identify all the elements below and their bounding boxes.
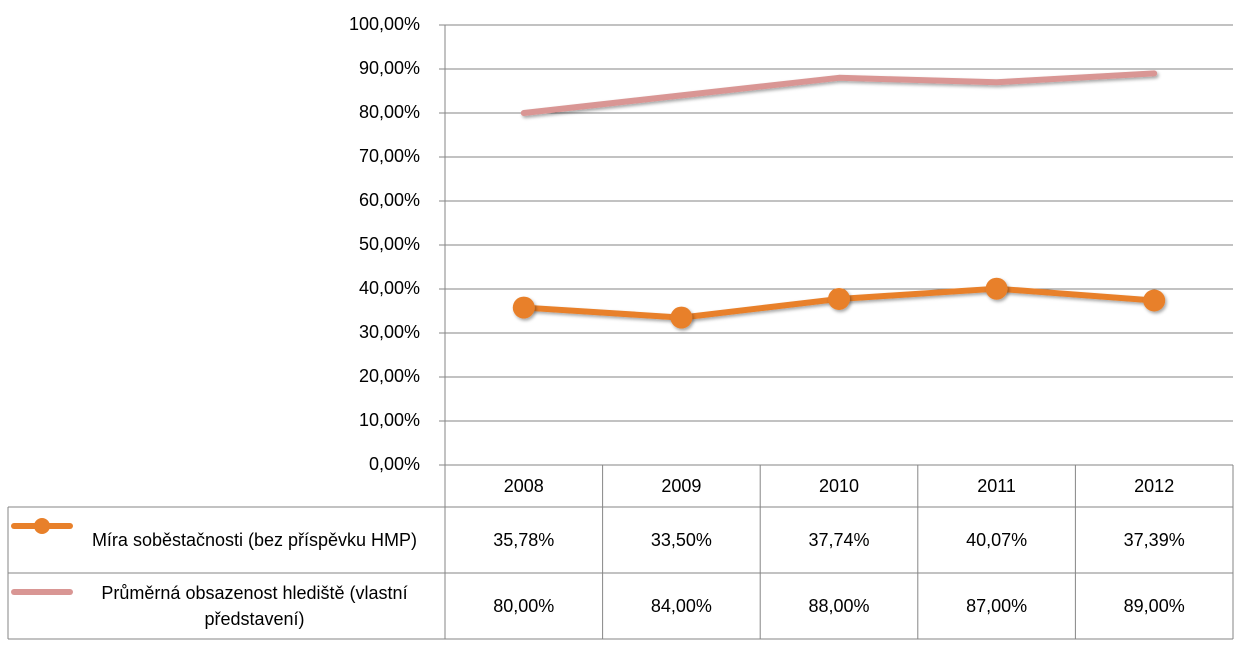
data-label: 37,74% [808,530,870,550]
y-tick-label: 40,00% [359,278,420,298]
data-label: 37,39% [1123,530,1185,550]
y-tick-label: 30,00% [359,322,420,342]
data-label: 88,00% [808,596,870,616]
data-label: 84,00% [650,596,712,616]
series-line [520,70,1158,116]
y-tick-label: 10,00% [359,410,420,430]
y-tick-label: 100,00% [349,14,420,34]
legend-label: Míra soběstačnosti (bez příspěvku HMP) [91,530,418,550]
y-tick-label: 70,00% [359,146,420,166]
x-tick-label: 2008 [503,476,544,496]
data-label: 80,00% [493,596,555,616]
data-label: 33,50% [650,530,712,550]
data-point [828,287,850,310]
data-point [985,277,1008,300]
y-tick-label: 80,00% [359,102,420,122]
data-point [512,296,535,319]
x-tick-label: 2011 [977,476,1016,496]
data-label: 89,00% [1123,596,1185,616]
y-tick-label: 0,00% [369,454,420,474]
y-tick-label: 50,00% [359,234,420,254]
y-tick-label: 20,00% [359,366,420,386]
data-point [1143,289,1166,312]
data-label: 40,07% [966,530,1028,550]
x-tick-label: 2010 [818,476,859,496]
data-label: 35,78% [493,530,555,550]
x-tick-label: 2012 [1134,476,1175,496]
data-label: 87,00% [966,596,1028,616]
legend-label: Průměrná obsazenost hlediště (vlastní př… [101,583,408,629]
data-point [670,306,693,329]
y-tick-label: 90,00% [359,58,420,78]
y-tick-label: 60,00% [359,190,420,210]
x-tick-label: 2009 [661,476,702,496]
legend-swatch-marker [34,518,50,534]
